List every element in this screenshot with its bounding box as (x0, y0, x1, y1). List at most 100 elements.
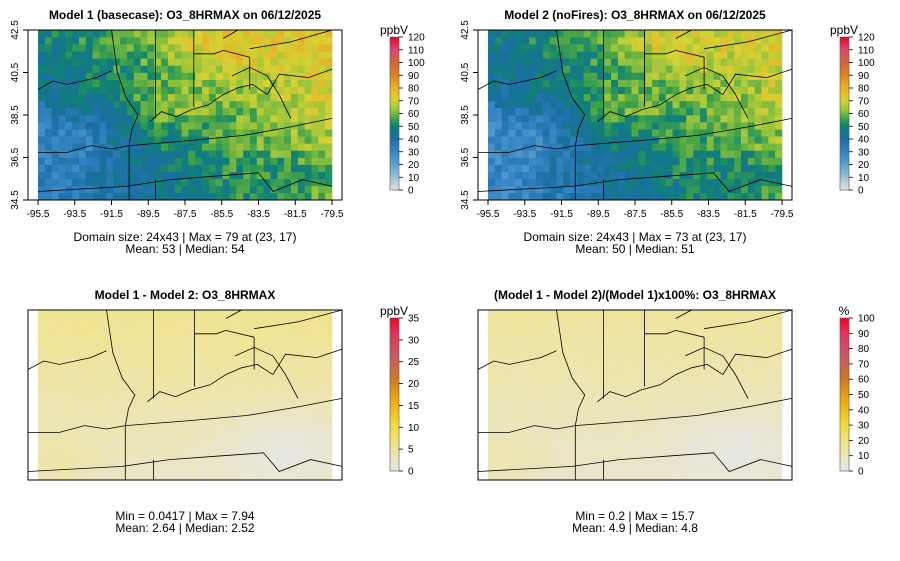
heatmap-cell (672, 192, 680, 201)
heatmap-cell (583, 395, 591, 403)
heatmap-cell (284, 79, 292, 87)
heatmap-cell (590, 164, 598, 172)
heatmap-cell (638, 44, 646, 52)
heatmap-cell (290, 458, 299, 467)
heatmap-cell (99, 72, 107, 80)
heatmap-cell (161, 171, 169, 180)
heatmap-cell (515, 458, 523, 467)
heatmap-cell (174, 136, 182, 144)
heatmap-cell (747, 451, 755, 460)
heatmap-cell (325, 192, 333, 201)
heatmap-cell (658, 338, 667, 346)
heatmap-cell (775, 352, 783, 360)
heatmap-cell (202, 451, 210, 460)
heatmap-model1: -95.5 -93.5 -91.5 -89.5 -87.5 -85.5 -83.5 -81.5… (10, 20, 425, 220)
heatmap-cell (747, 157, 755, 165)
colorbar-segment (840, 325, 849, 329)
heatmap-cell (494, 157, 502, 165)
heatmap-cell (542, 338, 550, 346)
heatmap-cell (222, 430, 230, 438)
heatmap-cell (243, 444, 251, 452)
heatmap-cell (501, 324, 509, 332)
heatmap-cell (290, 324, 299, 332)
colorbar-segment (390, 141, 399, 145)
heatmap-cell (563, 409, 571, 417)
colorbar-segment (840, 164, 849, 168)
heatmap-cell (515, 150, 523, 158)
heatmap-cell (740, 30, 749, 38)
heatmap-cell (754, 51, 762, 59)
heatmap-cell (693, 37, 701, 45)
plot-frame (27, 309, 343, 481)
heatmap-cell (44, 86, 52, 95)
heatmap-cell (740, 430, 749, 438)
heatmap-cell (140, 79, 148, 87)
heatmap-cell (563, 380, 571, 389)
heatmap-cell (133, 458, 141, 467)
heatmap-cell (229, 122, 237, 130)
heatmap-cell (576, 164, 585, 172)
heatmap-cell (208, 192, 217, 201)
heatmap-cell (734, 93, 742, 102)
heatmap-cell (304, 178, 312, 187)
heatmap-cell (311, 164, 319, 172)
colorbar-segment (840, 179, 849, 183)
heatmap-cell (535, 192, 543, 201)
heatmap-cell (556, 310, 564, 318)
heatmap-cell (522, 437, 530, 445)
heatmap-cell (181, 324, 189, 332)
colorbar-segment (840, 399, 849, 403)
heatmap-cell (754, 409, 762, 417)
heatmap-cell (522, 107, 530, 116)
heatmap-cell (631, 178, 639, 187)
heatmap-cell (570, 437, 578, 445)
heatmap-cell (51, 395, 59, 403)
heatmap-cell (236, 185, 244, 194)
heatmap-cell (727, 178, 735, 187)
heatmap-cell (249, 37, 258, 45)
heatmap-cell (229, 51, 237, 59)
heatmap-cell (277, 444, 285, 452)
colorbar-segment (390, 65, 399, 68)
heatmap-cell (236, 373, 244, 382)
heatmap-cell (761, 395, 769, 403)
heatmap-cell (222, 157, 230, 165)
heatmap-cell (494, 359, 502, 367)
boundary-line (644, 49, 705, 58)
colorbar-segment (840, 346, 849, 349)
heatmap-cell (256, 150, 264, 158)
heatmap-cell (65, 100, 73, 109)
heatmap-cell (167, 150, 176, 158)
x-tick-label: -83.5 (697, 209, 720, 220)
heatmap-cell (488, 58, 496, 66)
heatmap-cell (92, 150, 100, 158)
heatmap-cell (734, 192, 742, 201)
heatmap-cell (58, 30, 66, 38)
heatmap-cell (761, 331, 769, 339)
heatmap-cell (229, 465, 237, 474)
heatmap-cell (590, 129, 598, 137)
heatmap-cell (249, 437, 258, 445)
heatmap-cell (174, 387, 182, 396)
heatmap-cell (508, 129, 516, 137)
heatmap-cell (99, 324, 107, 332)
heatmap-cell (679, 352, 687, 360)
heatmap-cell (590, 359, 598, 367)
heatmap-cell (699, 93, 708, 102)
heatmap-cell (494, 352, 502, 360)
heatmap-cell (92, 185, 100, 194)
heatmap-cell (529, 65, 537, 73)
heatmap-cell (706, 37, 714, 45)
heatmap-cell (747, 395, 755, 403)
heatmap-cell (38, 458, 46, 467)
heatmap-cell (167, 359, 176, 367)
heatmap-cell (243, 317, 251, 325)
heatmap-cell (529, 430, 537, 438)
heatmap-cell (699, 451, 708, 460)
heatmap-cell (720, 30, 728, 38)
colorbar-segment (390, 113, 399, 117)
heatmap-cell (645, 409, 653, 417)
heatmap-cell (263, 65, 271, 73)
heatmap-cell (679, 100, 687, 109)
heatmap-cell (529, 72, 537, 80)
